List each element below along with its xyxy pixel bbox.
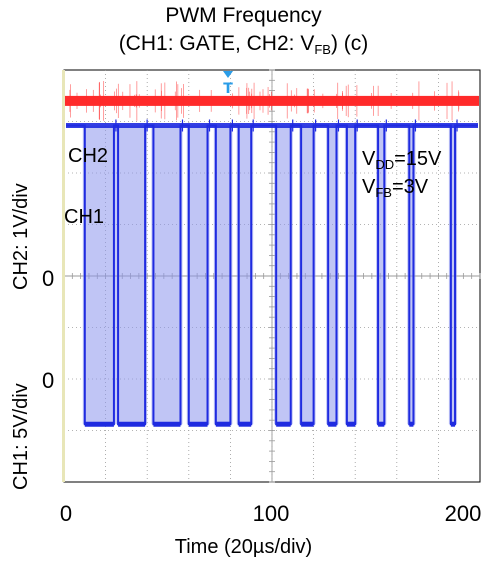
x-axis-label: Time (20µs/div) [174,536,313,558]
ch1-persistence [344,125,358,425]
ch2-trace-label: CH2 [68,145,109,167]
trigger-marker-icon: T [223,81,233,97]
ch1-persistence [151,125,183,425]
ch1-persistence [116,125,148,425]
vdd-prefix: V [362,148,376,170]
ch2-trace [65,95,479,106]
vfb-value: =3V [391,176,429,198]
ch1-persistence [299,125,316,425]
ch1-zero-label: 0 [42,368,55,393]
vfb-prefix: V [362,176,376,198]
chart-subtitle: (CH1: GATE, CH2: VFB) (c) [0,32,487,56]
subtitle-suffix: ) (c) [330,32,369,55]
ch1-trace-label: CH1 [64,206,105,228]
ch1-persistence [326,125,339,425]
vfb-subscript: FB [375,185,392,200]
vfb-annotation: VFB=3V [362,176,428,199]
vdd-subscript: DD [375,157,395,172]
ch1-persistence [82,125,116,425]
ch1-persistence [186,125,210,425]
x-tick-label: 200 [444,501,482,526]
ch1-y-axis-label: CH1: 5V/div [10,383,32,490]
trigger-arrow-icon [223,71,233,78]
ch1-persistence [407,125,416,425]
ch1-persistence [448,125,458,425]
x-tick-label: 100 [252,501,290,526]
ch1-persistence [213,125,233,425]
vdd-value: =15V [394,148,442,170]
ch2-zero-label: 0 [42,266,55,291]
left-marker-strip [62,70,65,482]
subtitle-subscript: FB [314,42,331,57]
ch2-y-axis-label: CH2: 1V/div [10,183,32,290]
chart-title: PWM Frequency [165,4,322,27]
subtitle-prefix: (CH1: GATE, CH2: V [118,32,315,55]
x-tick-label: 0 [59,501,73,526]
vdd-annotation: VDD=15V [362,148,441,171]
ch1-persistence [376,125,387,425]
ch1-persistence [236,125,254,425]
ch1-persistence [274,125,293,425]
